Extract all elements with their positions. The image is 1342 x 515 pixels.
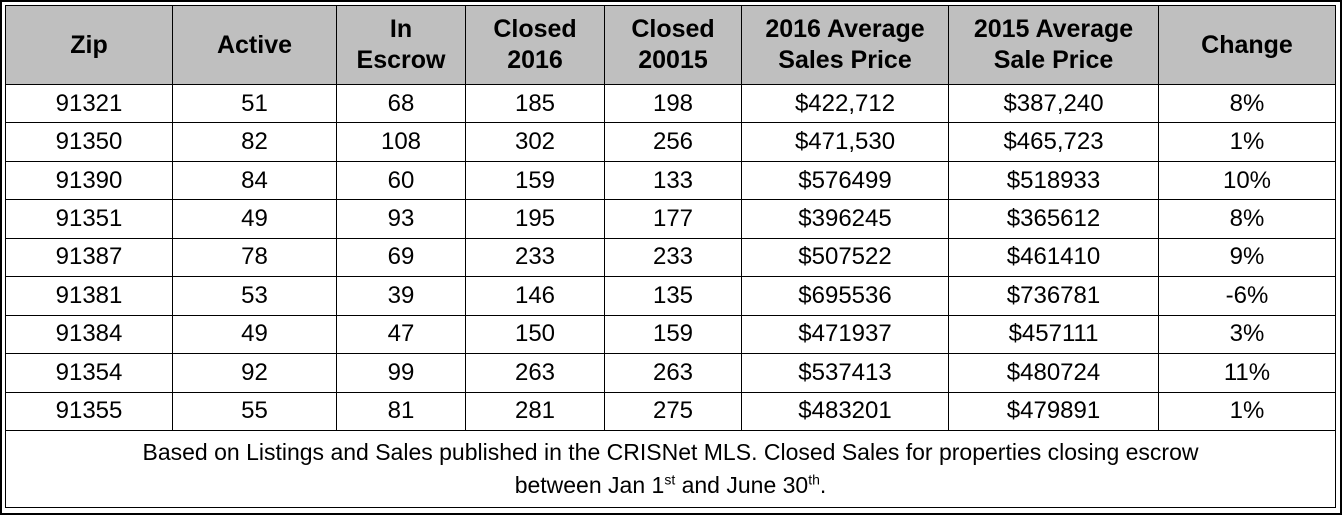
cell-active: 82 [172,122,337,162]
cell-active: 51 [172,83,337,124]
cell-closed-2016: 150 [465,314,605,355]
table-row: 91321 51 68 185 198 $422,712 $387,240 8% [5,83,1336,124]
table-body: 91321 51 68 185 198 $422,712 $387,240 8% 91350 82… [5,83,1336,431]
cell-active: 49 [172,314,337,355]
cell-change: 9% [1158,237,1336,278]
cell-avg-price-2015: $465,723 [948,122,1159,162]
cell-change: 10% [1158,160,1336,201]
table-row: 91390 84 60 159 133 $576499 $518933 10% [5,160,1336,201]
header-closed-20015: Closed 20015 [604,5,742,85]
cell-zip: 91355 [5,391,173,431]
cell-closed-2016: 263 [465,353,605,393]
cell-closed-20015: 275 [604,391,742,431]
cell-avg-price-2016: $471937 [741,314,949,355]
cell-zip: 91350 [5,122,173,162]
note-row: Based on Listings and Sales published in… [5,430,1336,508]
footnote: Based on Listings and Sales published in… [5,430,1336,508]
cell-zip: 91387 [5,237,173,278]
cell-closed-2016: 233 [465,237,605,278]
cell-avg-price-2015: $457111 [948,314,1159,355]
cell-change: 8% [1158,83,1336,124]
cell-change: -6% [1158,276,1336,316]
table-row: 91351 49 93 195 177 $396245 $365612 8% [5,199,1336,239]
cell-avg-price-2016: $471,530 [741,122,949,162]
cell-change: 11% [1158,353,1336,393]
cell-zip: 91354 [5,353,173,393]
cell-closed-20015: 256 [604,122,742,162]
cell-in-escrow: 47 [336,314,466,355]
cell-avg-price-2015: $480724 [948,353,1159,393]
header-2015-avg-price: 2015 Average Sale Price [948,5,1159,85]
cell-closed-20015: 135 [604,276,742,316]
cell-zip: 91381 [5,276,173,316]
cell-avg-price-2015: $365612 [948,199,1159,239]
header-in-escrow: In Escrow [336,5,466,85]
cell-avg-price-2016: $507522 [741,237,949,278]
cell-avg-price-2016: $422,712 [741,83,949,124]
cell-in-escrow: 60 [336,160,466,201]
cell-closed-2016: 146 [465,276,605,316]
cell-active: 78 [172,237,337,278]
cell-closed-2016: 195 [465,199,605,239]
cell-avg-price-2015: $518933 [948,160,1159,201]
table-row: 91354 92 99 263 263 $537413 $480724 11% [5,353,1336,393]
header-row: Zip Active In Escrow Closed 2016 Closed 200… [5,5,1336,85]
cell-zip: 91351 [5,199,173,239]
header-zip: Zip [5,5,173,85]
cell-avg-price-2016: $396245 [741,199,949,239]
table-row: 91350 82 108 302 256 $471,530 $465,723 1% [5,122,1336,162]
cell-closed-20015: 133 [604,160,742,201]
cell-zip: 91321 [5,83,173,124]
header-2016-avg-price: 2016 Average Sales Price [741,5,949,85]
cell-closed-20015: 159 [604,314,742,355]
cell-in-escrow: 81 [336,391,466,431]
cell-avg-price-2016: $695536 [741,276,949,316]
cell-change: 3% [1158,314,1336,355]
cell-active: 53 [172,276,337,316]
sales-table: Zip Active In Escrow Closed 2016 Closed 200… [5,5,1336,508]
cell-closed-2016: 302 [465,122,605,162]
header-change: Change [1158,5,1336,85]
header-active: Active [172,5,337,85]
cell-change: 1% [1158,391,1336,431]
cell-avg-price-2016: $483201 [741,391,949,431]
cell-closed-20015: 233 [604,237,742,278]
table-row: 91387 78 69 233 233 $507522 $461410 9% [5,237,1336,278]
cell-in-escrow: 68 [336,83,466,124]
cell-in-escrow: 39 [336,276,466,316]
cell-avg-price-2015: $461410 [948,237,1159,278]
cell-closed-2016: 159 [465,160,605,201]
cell-avg-price-2015: $387,240 [948,83,1159,124]
cell-avg-price-2015: $736781 [948,276,1159,316]
cell-closed-2016: 185 [465,83,605,124]
cell-change: 1% [1158,122,1336,162]
cell-in-escrow: 93 [336,199,466,239]
cell-closed-2016: 281 [465,391,605,431]
cell-change: 8% [1158,199,1336,239]
header-closed-2016: Closed 2016 [465,5,605,85]
cell-active: 84 [172,160,337,201]
cell-active: 49 [172,199,337,239]
cell-closed-20015: 198 [604,83,742,124]
cell-in-escrow: 108 [336,122,466,162]
cell-avg-price-2015: $479891 [948,391,1159,431]
table-row: 91381 53 39 146 135 $695536 $736781 -6% [5,276,1336,316]
cell-avg-price-2016: $537413 [741,353,949,393]
cell-zip: 91384 [5,314,173,355]
cell-zip: 91390 [5,160,173,201]
cell-active: 92 [172,353,337,393]
table-row: 91355 55 81 281 275 $483201 $479891 1% [5,391,1336,431]
table-row: 91384 49 47 150 159 $471937 $457111 3% [5,314,1336,355]
cell-avg-price-2016: $576499 [741,160,949,201]
cell-closed-20015: 263 [604,353,742,393]
cell-in-escrow: 69 [336,237,466,278]
cell-closed-20015: 177 [604,199,742,239]
cell-in-escrow: 99 [336,353,466,393]
cell-active: 55 [172,391,337,431]
